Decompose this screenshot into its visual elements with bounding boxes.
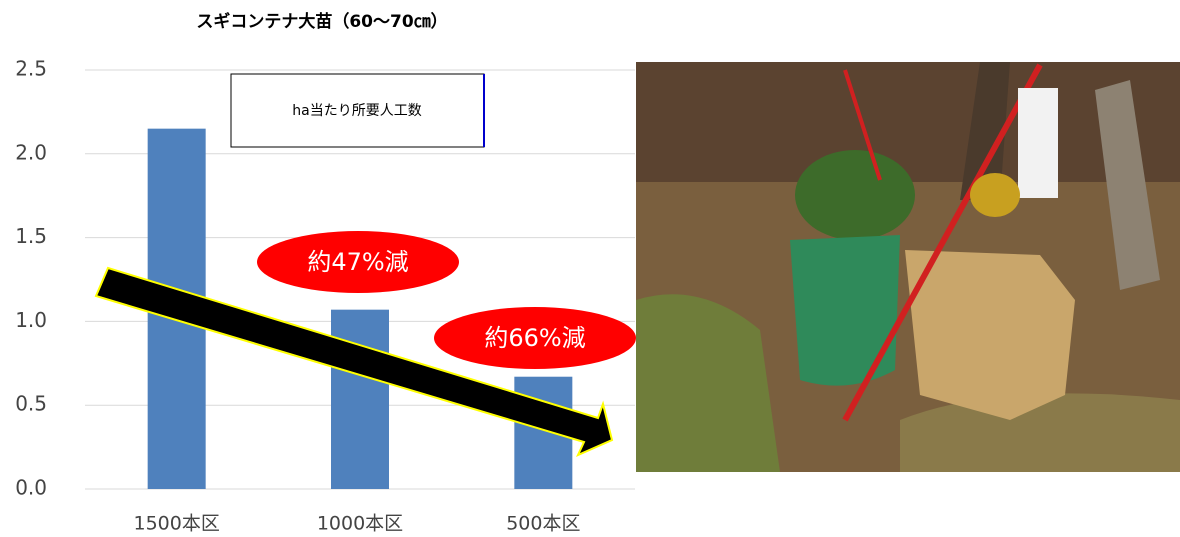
annotation: 約47%減 <box>307 248 408 276</box>
y-tick-label: 1.5 <box>15 224 47 248</box>
annotation: ha当たり所要人工数 <box>292 103 421 119</box>
y-tick-label: 2.0 <box>15 140 47 164</box>
y-tick-label: 0.5 <box>15 392 47 416</box>
photo <box>636 62 1180 472</box>
trend-arrow <box>94 266 614 457</box>
bar <box>331 309 389 489</box>
y-tick-label: 0.0 <box>15 476 47 500</box>
x-tick-label: 1000本区 <box>317 513 403 535</box>
y-tick-label: 1.0 <box>15 308 47 332</box>
annotation: 約66%減 <box>484 324 585 352</box>
annotation-ellipse <box>434 307 636 369</box>
annotation-ellipse <box>257 231 459 293</box>
annotation-box <box>230 73 485 148</box>
chart-title: スギコンテナ大苗（60～70㎝） <box>196 11 447 32</box>
x-tick-label: 500本区 <box>506 513 580 535</box>
x-tick-label: 1500本区 <box>133 513 219 535</box>
y-tick-label: 2.5 <box>15 57 47 81</box>
